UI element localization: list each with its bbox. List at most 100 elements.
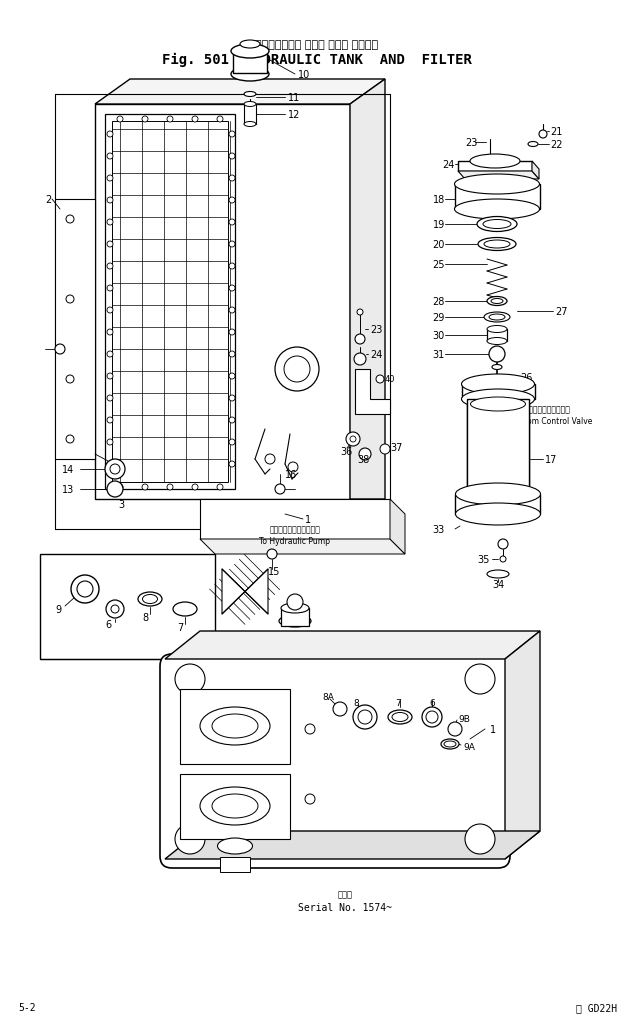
Circle shape xyxy=(288,463,298,473)
Ellipse shape xyxy=(138,592,162,606)
Text: 29: 29 xyxy=(432,313,445,323)
Circle shape xyxy=(229,308,235,314)
Text: 2: 2 xyxy=(45,195,51,205)
Ellipse shape xyxy=(388,710,412,725)
Circle shape xyxy=(284,357,310,382)
Text: 8: 8 xyxy=(142,612,148,623)
Ellipse shape xyxy=(455,484,540,505)
Ellipse shape xyxy=(200,707,270,745)
Circle shape xyxy=(217,117,223,123)
Ellipse shape xyxy=(462,375,535,394)
Text: 19: 19 xyxy=(432,220,445,229)
Circle shape xyxy=(192,484,198,490)
Text: 8A: 8A xyxy=(322,692,334,701)
Polygon shape xyxy=(95,105,350,499)
Polygon shape xyxy=(390,499,405,554)
Polygon shape xyxy=(95,79,385,105)
Circle shape xyxy=(105,460,125,480)
Ellipse shape xyxy=(528,143,538,148)
Bar xyxy=(40,554,215,659)
Ellipse shape xyxy=(212,794,258,818)
Ellipse shape xyxy=(392,713,408,721)
Circle shape xyxy=(142,484,148,490)
Text: 37: 37 xyxy=(390,442,403,452)
Text: 31: 31 xyxy=(432,350,445,360)
Ellipse shape xyxy=(212,714,258,739)
Circle shape xyxy=(167,117,173,123)
Text: 30: 30 xyxy=(432,331,445,340)
Polygon shape xyxy=(222,570,268,614)
Circle shape xyxy=(71,576,99,603)
Text: 13: 13 xyxy=(62,484,74,494)
Circle shape xyxy=(192,117,198,123)
Ellipse shape xyxy=(244,102,256,107)
Ellipse shape xyxy=(489,315,505,321)
Text: 40: 40 xyxy=(385,375,396,384)
Ellipse shape xyxy=(240,41,260,49)
Text: 32: 32 xyxy=(520,392,532,403)
Circle shape xyxy=(305,725,315,735)
Circle shape xyxy=(55,344,65,355)
Circle shape xyxy=(539,130,547,139)
Circle shape xyxy=(448,722,462,737)
Circle shape xyxy=(229,176,235,181)
Text: 23: 23 xyxy=(370,325,382,334)
Ellipse shape xyxy=(244,93,256,98)
Circle shape xyxy=(229,198,235,204)
Circle shape xyxy=(107,395,113,401)
Circle shape xyxy=(229,374,235,380)
Text: 7: 7 xyxy=(395,698,401,707)
Text: 17: 17 xyxy=(545,454,558,465)
Ellipse shape xyxy=(487,571,509,579)
Ellipse shape xyxy=(279,615,311,628)
Circle shape xyxy=(265,454,275,465)
Circle shape xyxy=(229,330,235,335)
Ellipse shape xyxy=(231,45,269,59)
Text: ハイドロリック タンク および フィルタ: ハイドロリック タンク および フィルタ xyxy=(255,40,378,50)
Text: 26: 26 xyxy=(520,373,532,382)
Circle shape xyxy=(465,664,495,694)
Ellipse shape xyxy=(484,313,510,323)
Text: 35: 35 xyxy=(478,554,490,565)
Circle shape xyxy=(107,131,113,138)
Circle shape xyxy=(175,824,205,854)
Circle shape xyxy=(229,242,235,248)
Circle shape xyxy=(117,484,123,490)
Ellipse shape xyxy=(471,397,526,412)
Circle shape xyxy=(380,444,390,454)
Circle shape xyxy=(376,376,384,383)
Circle shape xyxy=(107,154,113,160)
Ellipse shape xyxy=(470,155,520,169)
Circle shape xyxy=(107,418,113,424)
Circle shape xyxy=(106,600,124,619)
Circle shape xyxy=(422,707,442,728)
Polygon shape xyxy=(355,370,390,415)
Text: 16: 16 xyxy=(285,470,297,480)
Polygon shape xyxy=(462,384,535,399)
Polygon shape xyxy=(532,162,539,179)
Circle shape xyxy=(111,605,119,613)
Circle shape xyxy=(77,582,93,597)
Text: Serial No. 1574~: Serial No. 1574~ xyxy=(298,902,392,912)
Circle shape xyxy=(229,131,235,138)
Ellipse shape xyxy=(478,238,516,252)
Polygon shape xyxy=(165,659,505,859)
Polygon shape xyxy=(200,499,390,539)
Circle shape xyxy=(357,310,363,316)
Circle shape xyxy=(107,462,113,468)
Text: 25: 25 xyxy=(432,260,445,270)
Text: 9B: 9B xyxy=(458,714,470,723)
Circle shape xyxy=(167,484,173,490)
Text: 22: 22 xyxy=(550,140,563,150)
Polygon shape xyxy=(350,79,385,499)
Text: 5-2: 5-2 xyxy=(18,1002,36,1012)
Polygon shape xyxy=(458,162,532,172)
Circle shape xyxy=(489,346,505,363)
Circle shape xyxy=(359,448,371,461)
Circle shape xyxy=(107,439,113,445)
Polygon shape xyxy=(165,832,540,859)
Circle shape xyxy=(275,484,285,494)
Circle shape xyxy=(275,347,319,391)
Circle shape xyxy=(229,154,235,160)
Circle shape xyxy=(142,117,148,123)
